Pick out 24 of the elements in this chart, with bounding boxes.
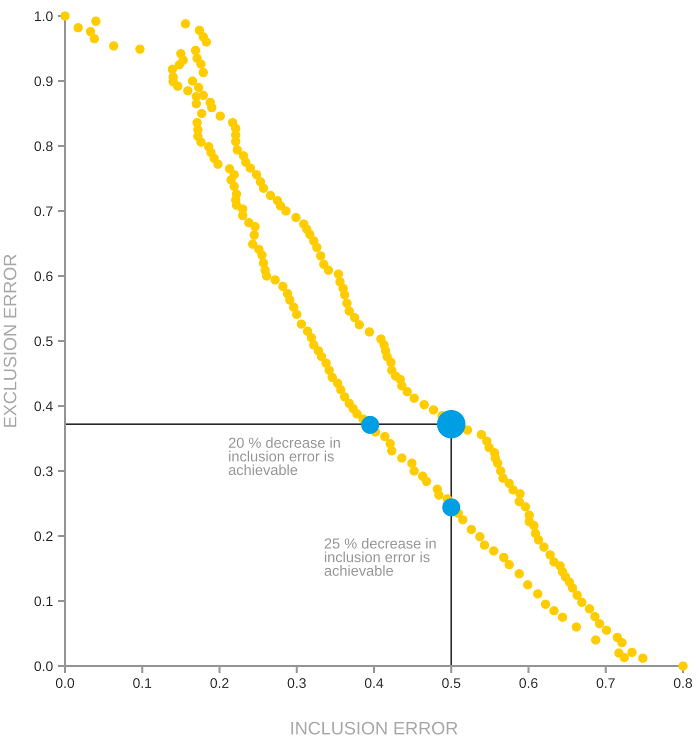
y-tick-label: 0.8 bbox=[34, 141, 53, 152]
y-tick-label: 0.7 bbox=[34, 206, 52, 216]
x-axis-title: INCLUSION ERROR bbox=[291, 722, 458, 735]
y-tick-label: 0.9 bbox=[34, 76, 53, 86]
y-tick-label: 0.2 bbox=[34, 531, 52, 542]
x-tick-label: 0.7 bbox=[596, 678, 615, 688]
y-tick-label: 0.3 bbox=[34, 466, 53, 476]
x-tick-label: 0.1 bbox=[133, 678, 152, 688]
x-tick-label: 0.4 bbox=[364, 678, 384, 688]
x-tick-label: 0.6 bbox=[519, 678, 538, 688]
x-tick-label: 0.0 bbox=[56, 678, 74, 688]
annotation: 20 % decrease in inclusion error is achievable bbox=[228, 437, 340, 476]
y-tick-label: 0.0 bbox=[34, 661, 53, 672]
x-tick-label: 0.5 bbox=[442, 678, 460, 688]
y-axis-title: EXCLUSION ERROR bbox=[4, 254, 16, 427]
y-tick-label: 0.4 bbox=[34, 401, 53, 412]
x-tick-label: 0.8 bbox=[674, 678, 692, 688]
x-tick-label: 0.2 bbox=[210, 678, 228, 688]
y-tick-label: 0.5 bbox=[34, 336, 53, 346]
annotation: 25 % decrease in inclusion error is achievable bbox=[324, 538, 436, 576]
y-tick-label: 0.6 bbox=[34, 271, 53, 282]
x-tick-label: 0.3 bbox=[288, 678, 306, 688]
y-tick-label: 0.1 bbox=[34, 596, 53, 606]
y-tick-label: 1.0 bbox=[34, 11, 53, 22]
